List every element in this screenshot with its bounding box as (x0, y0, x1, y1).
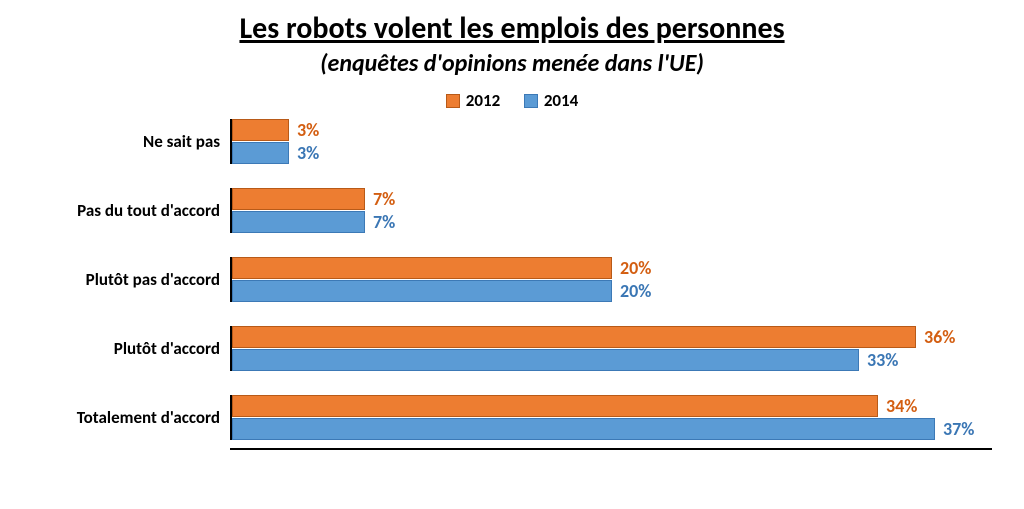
chart-row: Plutôt d'accord 36% 33% (30, 326, 994, 371)
bar-group: 3% (232, 119, 994, 141)
value-label: 3% (297, 119, 319, 141)
chart-row: Pas du tout d'accord7%7% (30, 188, 994, 233)
value-label: 3% (297, 142, 319, 164)
bar-group: 34% (232, 395, 994, 417)
chart-row: Ne sait pas3%3% (30, 119, 994, 164)
value-label: 36% (924, 326, 955, 348)
chart-plot-area: Ne sait pas3%3%Pas du tout d'accord7%7%P… (30, 119, 994, 450)
value-label: 33% (867, 349, 898, 371)
value-label: 34% (886, 395, 917, 417)
value-label: 20% (620, 257, 651, 279)
bars-area: 7%7% (230, 188, 994, 233)
bar-group: 20% (232, 280, 994, 302)
bar-group: 36% (232, 326, 994, 348)
x-axis-baseline (230, 448, 992, 450)
bar (232, 418, 935, 440)
bar-group: 37% (232, 418, 994, 440)
legend-item-2014: 2014 (524, 90, 578, 111)
category-label: Plutôt d'accord (30, 338, 230, 359)
chart-row: Plutôt pas d'accord20%20% (30, 257, 994, 302)
category-label: Plutôt pas d'accord (30, 269, 230, 290)
value-label: 7% (373, 211, 395, 233)
bars-area: 3%3% (230, 119, 994, 164)
bar-group: 7% (232, 211, 994, 233)
value-label: 7% (373, 188, 395, 210)
chart-row: Totalement d'accord 34% 37% (30, 395, 994, 440)
bar (232, 349, 859, 371)
bar (232, 188, 365, 210)
category-label: Ne sait pas (30, 131, 230, 152)
bar (232, 326, 916, 348)
bar (232, 211, 365, 233)
legend-swatch-icon (524, 94, 538, 108)
bar-group: 33% (232, 349, 994, 371)
value-label: 37% (943, 418, 974, 440)
value-label: 20% (620, 280, 651, 302)
legend-label: 2014 (544, 90, 578, 111)
bars-area: 34% 37% (230, 395, 994, 440)
legend-label: 2012 (466, 90, 500, 111)
bar-group: 20% (232, 257, 994, 279)
category-label: Totalement d'accord (30, 407, 230, 428)
bar-group: 3% (232, 142, 994, 164)
bar (232, 280, 612, 302)
bars-area: 36% 33% (230, 326, 994, 371)
chart-legend: 2012 2014 (30, 90, 994, 113)
chart-subtitle: (enquêtes d'opinions menée dans l'UE) (30, 49, 994, 78)
legend-swatch-icon (446, 94, 460, 108)
bar (232, 142, 289, 164)
bar (232, 257, 612, 279)
category-label: Pas du tout d'accord (30, 200, 230, 221)
bar (232, 119, 289, 141)
bar-group: 7% (232, 188, 994, 210)
bars-area: 20%20% (230, 257, 994, 302)
bar (232, 395, 878, 417)
chart-container: Les robots volent les emplois des person… (0, 0, 1024, 509)
legend-item-2012: 2012 (446, 90, 500, 111)
chart-title: Les robots volent les emplois des person… (30, 10, 994, 47)
